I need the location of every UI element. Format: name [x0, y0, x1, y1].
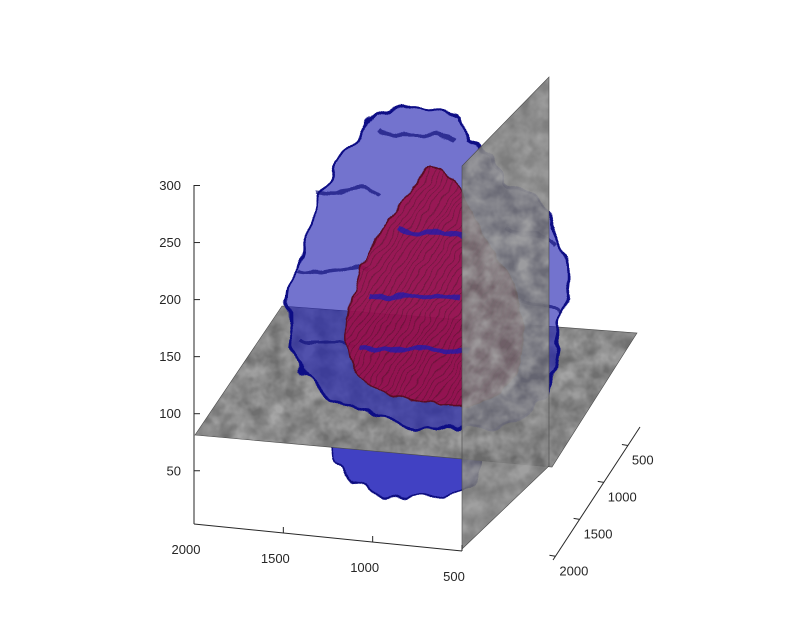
- z-tick-label: 50: [167, 463, 181, 478]
- z-axis-ticks: 50 100 150 200 250 300: [159, 178, 200, 478]
- x-axis-line: [193, 523, 463, 552]
- x-tick-label: 1500: [261, 551, 290, 566]
- y-tick-label: 1500: [584, 526, 613, 541]
- axes: [193, 185, 641, 561]
- y-tick-label: 2000: [559, 563, 588, 578]
- z-tick-label: 200: [159, 292, 181, 307]
- vertical-slice: [461, 76, 550, 550]
- y-tick-mark: [597, 480, 604, 483]
- z-tick-label: 100: [159, 406, 181, 421]
- x-axis-ticks: 2000 1500 1000 500: [172, 518, 465, 584]
- y-tick-mark: [549, 554, 556, 557]
- x-tick-label: 500: [443, 569, 465, 584]
- y-tick-mark: [621, 443, 628, 446]
- z-tick-label: 150: [159, 349, 181, 364]
- x-tick-label: 1000: [350, 560, 379, 575]
- y-tick-mark: [573, 517, 580, 520]
- y-axis-line: [552, 426, 641, 561]
- y-axis-ticks: 500 1000 1500 2000: [549, 443, 654, 578]
- z-tick-label: 300: [159, 178, 181, 193]
- y-tick-label: 1000: [608, 489, 637, 504]
- y-tick-label: 500: [632, 452, 654, 467]
- x-tick-label: 2000: [172, 542, 201, 557]
- z-tick-label: 250: [159, 235, 181, 250]
